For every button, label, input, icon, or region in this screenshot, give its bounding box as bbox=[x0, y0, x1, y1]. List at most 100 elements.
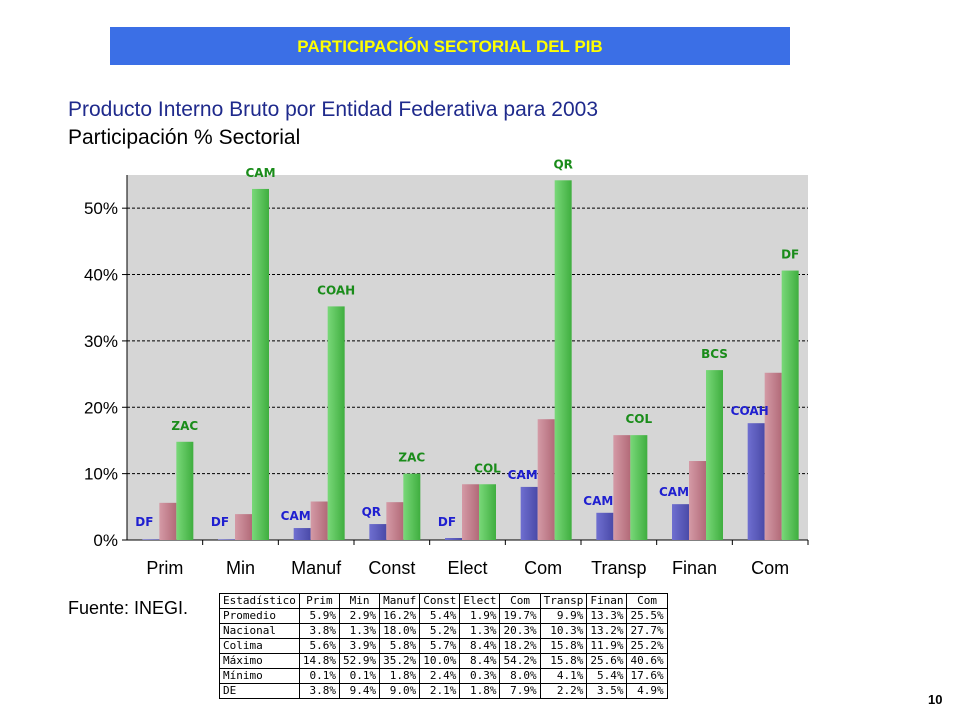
x-tick-label: Com bbox=[524, 558, 562, 578]
table-cell: 11.9% bbox=[586, 638, 628, 654]
table-header-cell: Com bbox=[626, 593, 668, 609]
x-tick-label: Transp bbox=[591, 558, 646, 578]
bar-series0 bbox=[369, 524, 387, 540]
table-cell: 4.1% bbox=[539, 668, 588, 684]
y-tick-label: 0% bbox=[93, 531, 118, 550]
bar-series0 bbox=[596, 512, 614, 540]
table-cell: 5.4% bbox=[586, 668, 628, 684]
slide-banner: PARTICIPACIÓN SECTORIAL DEL PIB bbox=[110, 27, 790, 65]
table-cell: 0.1% bbox=[338, 668, 381, 684]
x-tick-label: Manuf bbox=[291, 558, 342, 578]
table-cell: 8.4% bbox=[459, 638, 501, 654]
table-cell: 8.0% bbox=[499, 668, 541, 684]
table-cell: 20.3% bbox=[499, 623, 541, 639]
chart-title: Producto Interno Bruto por Entidad Feder… bbox=[68, 98, 599, 121]
bar-series1 bbox=[613, 435, 631, 540]
table-cell: DE bbox=[219, 683, 300, 699]
table-cell: 10.0% bbox=[419, 653, 461, 669]
table-cell: 7.9% bbox=[499, 683, 541, 699]
max-state-label: ZAC bbox=[398, 451, 425, 465]
table-row: Mínimo 0.1% 0.1% 1.8% 2.4% 0.3% 8.0% 4.1% 5.4% 17… bbox=[219, 668, 668, 684]
bar-series1 bbox=[310, 501, 328, 540]
table-cell: 19.7% bbox=[499, 608, 541, 624]
table-cell: 25.5% bbox=[626, 608, 668, 624]
table-cell: 2.2% bbox=[539, 683, 588, 699]
table-header-cell: Com bbox=[499, 593, 541, 609]
bar-series0 bbox=[218, 539, 235, 540]
bar-series2 bbox=[479, 484, 496, 540]
y-tick-label: 20% bbox=[84, 398, 118, 417]
table-header-row: Estadístico Prim Min Manuf Const Elect Com Tran… bbox=[219, 593, 668, 609]
table-row: DE 3.8% 9.4% 9.0% 2.1% 1.8% 7.9% 2.2% 3.5% 4.9% bbox=[219, 683, 668, 699]
y-tick-label: 40% bbox=[84, 266, 118, 285]
max-state-label: QR bbox=[553, 157, 572, 171]
table-cell: 13.3% bbox=[586, 608, 628, 624]
table-cell: 9.4% bbox=[338, 683, 381, 699]
bar-series2 bbox=[403, 473, 421, 540]
table-cell: 3.8% bbox=[298, 623, 340, 639]
table-header-cell: Manuf bbox=[379, 593, 421, 609]
table-cell: 35.2% bbox=[379, 653, 421, 669]
max-state-label: COL bbox=[474, 461, 501, 475]
table-row: Máximo 14.8% 52.9% 35.2% 10.0% 8.4% 54.2% 15.8%… bbox=[219, 653, 668, 669]
table-header-cell: Prim bbox=[298, 593, 340, 609]
max-state-label: ZAC bbox=[171, 419, 198, 433]
table-header-cell: Finan bbox=[586, 593, 628, 609]
page-number: 10 bbox=[928, 692, 943, 707]
min-state-label: QR bbox=[362, 505, 381, 519]
bar-series1 bbox=[537, 419, 555, 540]
min-state-label: CAM bbox=[508, 468, 538, 482]
table-cell: 52.9% bbox=[338, 653, 381, 669]
stats-table: Estadístico Prim Min Manuf Const Elect Com Tran… bbox=[219, 593, 668, 699]
max-state-label: COL bbox=[626, 412, 653, 426]
y-tick-label: 10% bbox=[84, 465, 118, 484]
max-state-label: DF bbox=[781, 248, 799, 262]
table-cell: 1.9% bbox=[459, 608, 501, 624]
table-cell: 25.6% bbox=[586, 653, 628, 669]
table-cell: 18.2% bbox=[499, 638, 541, 654]
table-cell: 3.5% bbox=[586, 683, 628, 699]
table-header-cell: Transp bbox=[539, 593, 588, 609]
table-header-cell: Elect bbox=[459, 593, 501, 609]
table-cell: 5.7% bbox=[419, 638, 461, 654]
bar-series1 bbox=[235, 514, 252, 540]
table-cell: 14.8% bbox=[298, 653, 340, 669]
table-cell: 1.3% bbox=[459, 623, 501, 639]
min-state-label: CAM bbox=[583, 494, 613, 508]
table-cell: 8.4% bbox=[459, 653, 501, 669]
table-cell: 1.8% bbox=[379, 668, 421, 684]
bar-series1 bbox=[764, 372, 782, 540]
bar-series2 bbox=[327, 306, 345, 540]
chart-subtitle: Participación % Sectorial bbox=[68, 126, 301, 149]
table-cell: 18.0% bbox=[379, 623, 421, 639]
max-state-label: CAM bbox=[245, 166, 275, 180]
y-tick-label: 50% bbox=[84, 199, 118, 218]
table-cell: 3.9% bbox=[338, 638, 381, 654]
table-cell: 54.2% bbox=[499, 653, 541, 669]
bar-series2 bbox=[554, 180, 572, 541]
table-cell: 9.0% bbox=[379, 683, 421, 699]
bar-series0 bbox=[293, 528, 311, 540]
x-tick-label: Prim bbox=[146, 558, 183, 578]
table-cell: Promedio bbox=[219, 608, 300, 624]
table-header-cell: Const bbox=[419, 593, 461, 609]
table-header-cell: Estadístico bbox=[219, 593, 300, 609]
table-cell: 27.7% bbox=[626, 623, 668, 639]
bar-series0 bbox=[445, 538, 462, 540]
table-header-cell: Min bbox=[338, 593, 381, 609]
bar-series1 bbox=[689, 461, 706, 540]
chart-title-block: Producto Interno Bruto por Entidad Feder… bbox=[68, 96, 598, 152]
min-state-label: COAH bbox=[731, 404, 769, 418]
bar-series2 bbox=[630, 435, 648, 540]
max-state-label: BCS bbox=[701, 347, 728, 361]
table-cell: 2.4% bbox=[419, 668, 461, 684]
bar-series0 bbox=[672, 504, 689, 540]
table-cell: 3.8% bbox=[298, 683, 340, 699]
table-cell: 5.4% bbox=[419, 608, 461, 624]
table-cell: 16.2% bbox=[379, 608, 421, 624]
x-tick-label: Elect bbox=[447, 558, 487, 578]
table-cell: 10.3% bbox=[539, 623, 588, 639]
min-state-label: CAM bbox=[281, 509, 311, 523]
table-cell: 2.1% bbox=[419, 683, 461, 699]
table-cell: Nacional bbox=[219, 623, 300, 639]
